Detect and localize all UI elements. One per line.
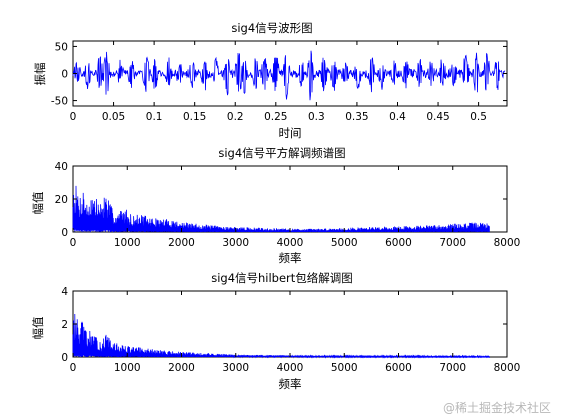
square-demod-xtick-label: 3000 — [222, 237, 249, 249]
square-demod-trace — [72, 185, 490, 233]
waveform-xticks: 0 0.05 0.1 0.15 0.2 0.25 0.3 0.35 0.4 0.45 0.5 — [70, 41, 487, 123]
hilbert-xtick-label: 0 — [70, 362, 77, 374]
hilbert-xtick-label: 5000 — [331, 362, 358, 374]
waveform-xtick-label: 0.15 — [183, 111, 206, 123]
square-demod-ytick-label: 20 — [55, 194, 68, 206]
square-demod-xtick-label: 0 — [70, 237, 77, 249]
waveform-xtick-label: 0.25 — [264, 111, 287, 123]
hilbert-ytick-label: 0 — [61, 352, 68, 364]
square-demod-ylabel: 幅值 — [31, 191, 45, 214]
hilbert-xtick-label: 8000 — [494, 362, 521, 374]
square-demod-xtick-label: 2000 — [168, 237, 195, 249]
hilbert-xtick-label: 4000 — [277, 362, 304, 374]
hilbert-xticks: 0 1000 2000 3000 4000 5000 6000 7000 8000 — [70, 291, 521, 374]
watermark: @稀土掘金技术社区 — [442, 401, 551, 415]
waveform-xlabel: 时间 — [279, 126, 302, 140]
square-demod-axes-frame — [72, 165, 508, 233]
waveform-xtick-label: 0.5 — [470, 111, 487, 123]
waveform-trace — [72, 50, 506, 101]
waveform-title: sig4信号波形图 — [231, 21, 312, 35]
hilbert-xtick-label: 2000 — [168, 362, 195, 374]
waveform-ylabel: 振幅 — [33, 63, 47, 86]
waveform-panel: sig4信号波形图 0 0.05 0.1 0.15 0.2 0.25 0.3 0.35 0.4 0… — [33, 21, 508, 140]
hilbert-xtick-label: 6000 — [385, 362, 412, 374]
square-demod-ytick-label: 40 — [55, 161, 68, 173]
square-demod-ytick-label: 0 — [61, 227, 68, 239]
square-demod-xtick-label: 5000 — [331, 237, 358, 249]
hilbert-ytick-label: 2 — [61, 319, 68, 331]
hilbert-title: sig4信号hilbert包络解调图 — [211, 271, 353, 285]
waveform-ytick-label: 0 — [61, 69, 68, 81]
hilbert-panel: sig4信号hilbert包络解调图 0 1000 2000 3000 4000 5000… — [31, 271, 520, 391]
hilbert-ytick-label: 4 — [61, 286, 68, 298]
waveform-xtick-label: 0.3 — [308, 111, 325, 123]
square-demod-yticks: 0 20 40 — [55, 161, 507, 239]
waveform-xtick-label: 0.4 — [389, 111, 406, 123]
square-demod-panel: sig4信号平方解调频谱图 0 1000 2000 3000 4000 5000 6000 7… — [31, 146, 520, 265]
square-demod-xticks: 0 1000 2000 3000 4000 5000 6000 7000 8000 — [70, 166, 521, 249]
square-demod-xtick-label: 4000 — [277, 237, 304, 249]
hilbert-xtick-label: 1000 — [114, 362, 141, 374]
square-demod-title: sig4信号平方解调频谱图 — [218, 146, 345, 160]
waveform-ytick-label: -50 — [51, 96, 68, 108]
hilbert-ylabel: 幅值 — [31, 316, 45, 339]
hilbert-xtick-label: 7000 — [439, 362, 466, 374]
waveform-yticks: -50 0 50 — [51, 41, 507, 108]
waveform-ytick-label: 50 — [55, 41, 68, 53]
waveform-xtick-label: 0.35 — [345, 111, 368, 123]
waveform-xtick-label: 0 — [70, 111, 77, 123]
square-demod-xtick-label: 6000 — [385, 237, 412, 249]
square-demod-xtick-label: 8000 — [494, 237, 521, 249]
waveform-xtick-label: 0.2 — [227, 111, 244, 123]
hilbert-xlabel: 频率 — [279, 377, 302, 391]
waveform-xtick-label: 0.1 — [146, 111, 163, 123]
hilbert-axes-frame — [72, 290, 508, 358]
square-demod-xtick-label: 7000 — [439, 237, 466, 249]
waveform-xtick-label: 0.45 — [426, 111, 449, 123]
hilbert-trace — [72, 313, 490, 359]
hilbert-xtick-label: 3000 — [222, 362, 249, 374]
hilbert-yticks: 0 2 4 — [61, 286, 507, 364]
square-demod-xtick-label: 1000 — [114, 237, 141, 249]
square-demod-xlabel: 频率 — [279, 251, 302, 265]
waveform-xtick-label: 0.05 — [102, 111, 125, 123]
